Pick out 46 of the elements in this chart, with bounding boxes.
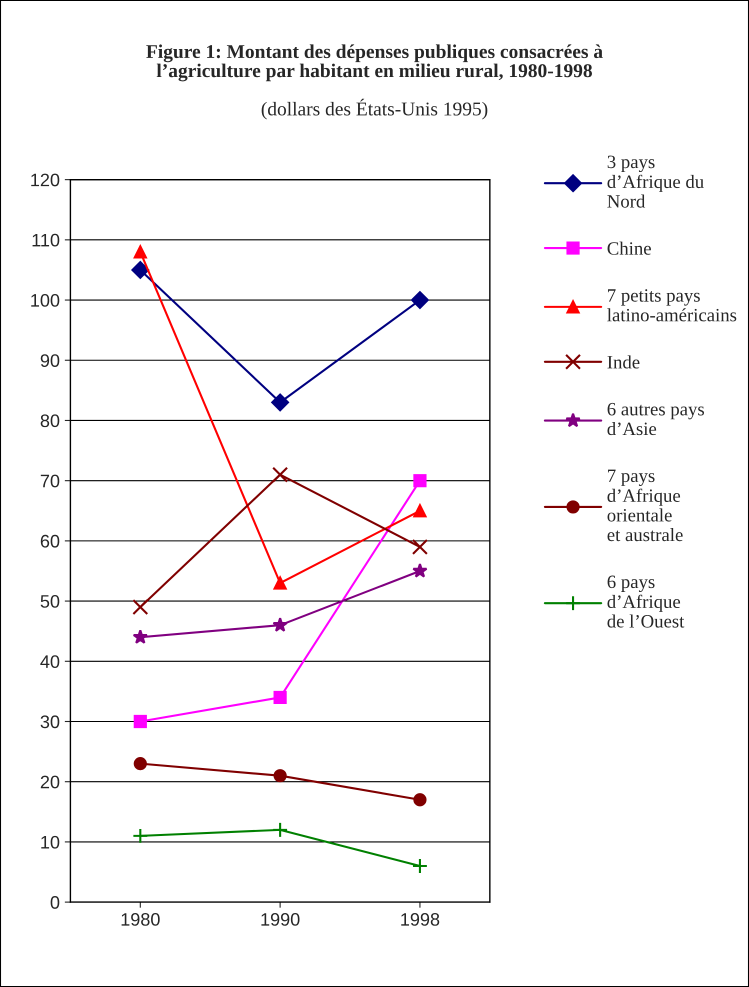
legend-label: 3 pays d’Afrique du Nord xyxy=(607,156,704,208)
legend-label: 7 petits pays latino-américains xyxy=(607,289,736,322)
y-tick-label: 10 xyxy=(41,836,60,849)
point xyxy=(412,858,428,874)
chart-title: Figure 1: Montant des dépenses publiques consacrées à l’agriculture par habitant en milieu rural, 1980-1998 xyxy=(146,44,603,82)
point xyxy=(132,828,148,844)
y-tick-label: 120 xyxy=(31,174,60,186)
point xyxy=(413,474,427,488)
point xyxy=(272,617,288,632)
y-tick-label: 100 xyxy=(31,294,60,307)
y-tick-label: 50 xyxy=(40,595,60,608)
point xyxy=(274,690,287,704)
chart-subtitle: (dollars des États-Unis 1995) xyxy=(262,98,488,120)
point xyxy=(413,793,427,806)
y-tick-label: 60 xyxy=(40,534,60,548)
legend-label: Inde xyxy=(607,355,640,369)
point xyxy=(272,466,288,483)
point xyxy=(132,599,148,616)
legend-label: 7 pays d’Afrique orientale et australe xyxy=(607,470,683,542)
y-tick-label: 110 xyxy=(32,234,60,247)
point xyxy=(274,769,287,782)
y-tick-label: 20 xyxy=(40,776,60,788)
y-tick-label: 30 xyxy=(40,715,60,728)
y-tick-label: 80 xyxy=(40,414,60,428)
point xyxy=(134,714,147,728)
point xyxy=(274,576,287,590)
point xyxy=(131,261,150,279)
point xyxy=(271,394,290,412)
point xyxy=(272,822,288,838)
legend-label: 6 pays d’Afrique de l’Ouest xyxy=(607,576,684,628)
point xyxy=(413,504,427,518)
y-tick-label: 40 xyxy=(40,655,60,668)
point xyxy=(132,629,148,644)
point xyxy=(134,757,147,770)
x-tick-label: 1998 xyxy=(401,913,440,926)
point xyxy=(134,245,147,258)
legend-label: 6 autres pays d’Asie xyxy=(607,402,704,436)
point xyxy=(411,291,429,309)
legend-label: Chine xyxy=(608,242,651,255)
point xyxy=(412,538,428,555)
point xyxy=(412,562,428,578)
x-tick-label: 1980 xyxy=(122,913,160,926)
y-tick-label: 90 xyxy=(40,354,60,367)
y-tick-label: 70 xyxy=(40,474,60,488)
y-tick-label: 0 xyxy=(50,896,60,909)
x-tick-label: 1990 xyxy=(261,913,300,926)
